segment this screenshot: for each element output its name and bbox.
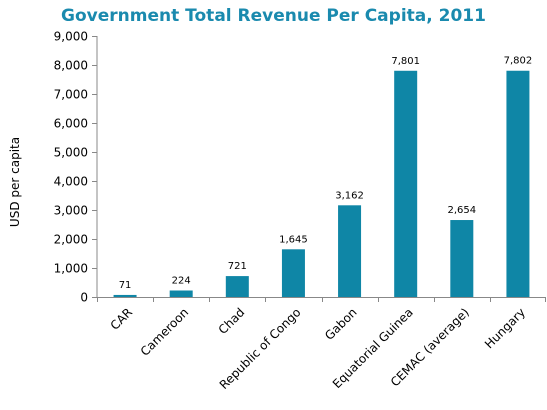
x-tick-label: Cameroon bbox=[138, 305, 192, 359]
data-label: 7,802 bbox=[504, 56, 533, 67]
bar bbox=[169, 290, 193, 297]
data-label: 3,162 bbox=[335, 190, 364, 201]
chart-title: Government Total Revenue Per Capita, 201… bbox=[61, 6, 486, 26]
bar bbox=[113, 294, 137, 297]
y-tick-label: 9,000 bbox=[54, 30, 88, 44]
y-tick-label: 7,000 bbox=[54, 88, 88, 102]
data-label: 224 bbox=[172, 276, 191, 287]
y-axis-title: USD per capita bbox=[8, 137, 22, 227]
x-tick-label: Chad bbox=[216, 305, 248, 337]
y-tick-label: 1,000 bbox=[54, 262, 88, 276]
bar bbox=[281, 249, 305, 297]
y-tick-label: 5,000 bbox=[54, 146, 88, 160]
data-label: 1,645 bbox=[279, 234, 308, 245]
data-label: 2,654 bbox=[447, 205, 476, 216]
y-tick-label: 0 bbox=[80, 291, 88, 305]
bar bbox=[338, 205, 362, 297]
y-tick-label: 2,000 bbox=[54, 233, 88, 247]
y-tick-label: 6,000 bbox=[54, 117, 88, 131]
x-tick-label: CAR bbox=[108, 305, 136, 333]
x-tick-label: Hungary bbox=[482, 305, 528, 351]
bar bbox=[450, 220, 474, 297]
data-labels: 71 224 721 1,645 3,162 7,801 2,654 7,802 bbox=[119, 56, 533, 291]
y-tick-label: 8,000 bbox=[54, 59, 88, 73]
data-label: 721 bbox=[228, 261, 247, 272]
bars bbox=[113, 70, 530, 298]
bar bbox=[394, 70, 418, 298]
y-axis: 0 1,000 2,000 3,000 4,000 5,000 6,000 7,000 8,00… bbox=[54, 30, 98, 305]
x-tick-label: Gabon bbox=[322, 305, 360, 343]
bar bbox=[225, 276, 249, 297]
data-label: 71 bbox=[119, 280, 132, 291]
y-tick-label: 4,000 bbox=[54, 175, 88, 189]
bar bbox=[506, 70, 530, 297]
data-label: 7,801 bbox=[391, 56, 420, 67]
y-tick-label: 3,000 bbox=[54, 204, 88, 218]
